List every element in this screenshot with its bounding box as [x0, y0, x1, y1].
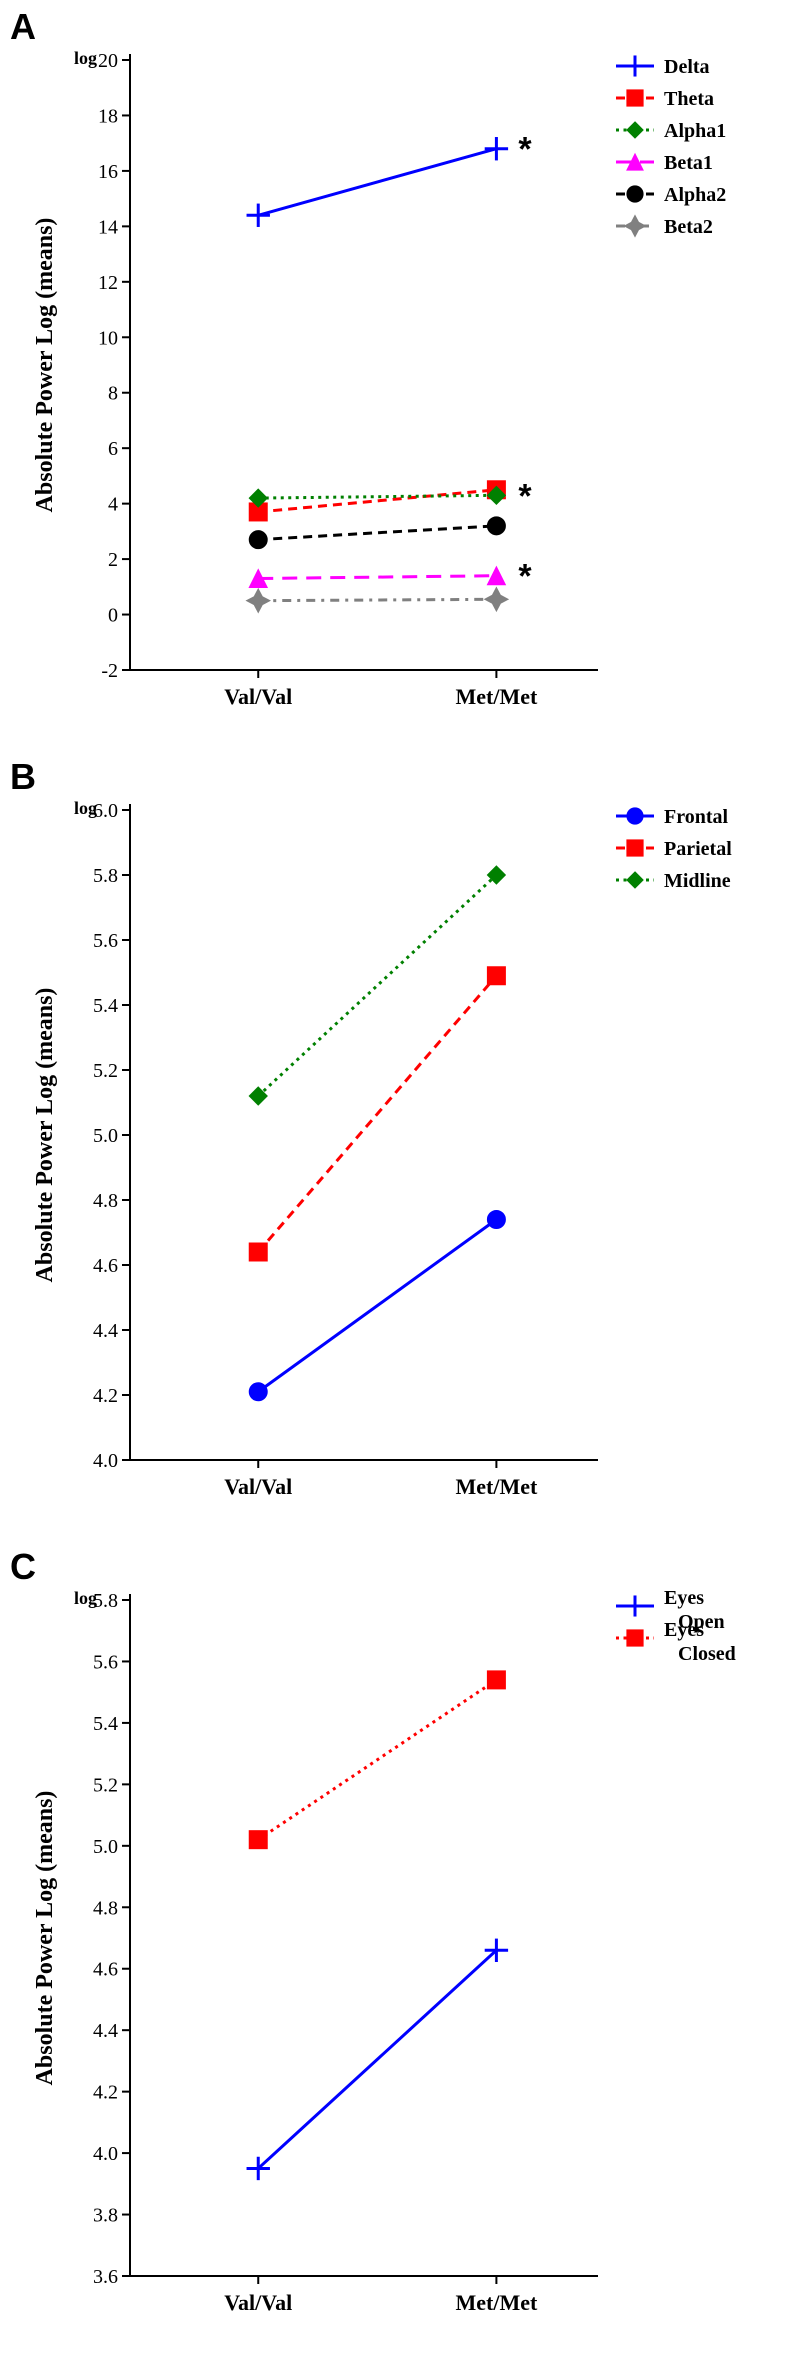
ytick-label: 3.6 — [93, 2266, 118, 2288]
log-label: log — [74, 1588, 97, 1608]
ytick-label: 5.6 — [93, 930, 118, 952]
series-line — [258, 1950, 496, 2168]
ytick-label: 4.4 — [93, 1320, 118, 1342]
category-label: Met/Met — [455, 684, 537, 709]
legend-label: Eyes — [664, 1619, 704, 1641]
chart-B: 4.04.24.44.64.85.05.25.45.65.86.0Val/Val… — [0, 750, 788, 1540]
panel-label-B: B — [10, 756, 36, 798]
y-axis-title: Absolute Power Log (means) — [32, 218, 58, 513]
ytick-label: 5.2 — [93, 1060, 118, 1082]
panel-label-A: A — [10, 6, 36, 48]
legend-label: Beta1 — [664, 152, 713, 174]
y-axis-title: Absolute Power Log (means) — [32, 988, 58, 1283]
ytick-label: 5.0 — [93, 1836, 118, 1858]
series-line — [258, 149, 496, 216]
significance-star: * — [518, 558, 532, 596]
series-line — [258, 875, 496, 1096]
panel-label-C: C — [10, 1546, 36, 1588]
ytick-label: 0 — [108, 605, 118, 627]
legend-label: Parietal — [664, 838, 732, 860]
ytick-label: 4.6 — [93, 1255, 118, 1277]
ytick-label: 3.8 — [93, 2205, 118, 2227]
legend-label: Delta — [664, 56, 710, 78]
significance-star: * — [518, 131, 532, 169]
legend-label: Midline — [664, 870, 731, 892]
ytick-label: 12 — [98, 272, 118, 294]
ytick-label: 5.6 — [93, 1651, 118, 1673]
ytick-label: 4.8 — [93, 1190, 118, 1212]
legend-label: Eyes — [664, 1587, 704, 1609]
log-label: log — [74, 798, 97, 818]
ytick-label: 6 — [108, 438, 118, 460]
ytick-label: 5.2 — [93, 1774, 118, 1796]
legend-label: Beta2 — [664, 216, 713, 238]
category-label: Val/Val — [224, 684, 292, 709]
ytick-label: 8 — [108, 383, 118, 405]
ytick-label: 18 — [98, 105, 118, 127]
chart-C: 3.63.84.04.24.44.64.85.05.25.45.65.8Val/… — [0, 1540, 788, 2356]
y-axis-title: Absolute Power Log (means) — [32, 1791, 58, 2086]
legend-label: Closed — [678, 1643, 736, 1665]
category-label: Met/Met — [455, 2290, 537, 2315]
category-label: Val/Val — [224, 2290, 292, 2315]
category-label: Met/Met — [455, 1474, 537, 1499]
panel-B: B4.04.24.44.64.85.05.25.45.65.86.0Val/Va… — [0, 750, 788, 1540]
ytick-label: 14 — [98, 216, 118, 238]
ytick-label: 5.8 — [93, 865, 118, 887]
chart-A: -2 0 2 4 6 8 10 12 14 16 18 20 Val/Val Met/Met log Abso… — [0, 0, 788, 750]
category-label: Val/Val — [224, 1474, 292, 1499]
ytick-label: -2 — [101, 660, 118, 682]
significance-star: * — [518, 477, 532, 515]
series-line — [258, 490, 496, 512]
legend-label: Alpha1 — [664, 120, 726, 142]
ytick-label: 4.4 — [93, 2020, 118, 2042]
ytick-label: 4.6 — [93, 1959, 118, 1981]
series-line — [258, 599, 496, 600]
ytick-label: 4.2 — [93, 2082, 118, 2104]
series-line — [258, 1680, 496, 1840]
ytick-label: 4.0 — [93, 1450, 118, 1472]
legend-label: Frontal — [664, 806, 729, 828]
ytick-label: 5.4 — [93, 1713, 118, 1735]
log-label: log — [74, 48, 97, 68]
panel-A: A -2 0 2 4 6 8 10 12 14 16 18 20 Val/Val Met/Met log Abs… — [0, 0, 788, 750]
legend-label: Theta — [664, 88, 714, 110]
ytick-label: 5.0 — [93, 1125, 118, 1147]
series-line — [258, 576, 496, 579]
ytick-label: 10 — [98, 327, 118, 349]
series-line — [258, 495, 496, 498]
ytick-label: 4.2 — [93, 1385, 118, 1407]
ytick-label: 20 — [98, 50, 118, 72]
series-line — [258, 526, 496, 540]
ytick-label: 16 — [98, 161, 118, 183]
ytick-label: 4 — [108, 494, 118, 516]
ytick-label: 2 — [108, 549, 118, 571]
series-line — [258, 1220, 496, 1392]
ytick-label: 4.8 — [93, 1897, 118, 1919]
ytick-label: 4.0 — [93, 2143, 118, 2165]
ytick-label: 5.4 — [93, 995, 118, 1017]
series-line — [258, 976, 496, 1252]
panel-C: C3.63.84.04.24.44.64.85.05.25.45.65.8Val… — [0, 1540, 788, 2356]
legend-label: Alpha2 — [664, 184, 726, 206]
